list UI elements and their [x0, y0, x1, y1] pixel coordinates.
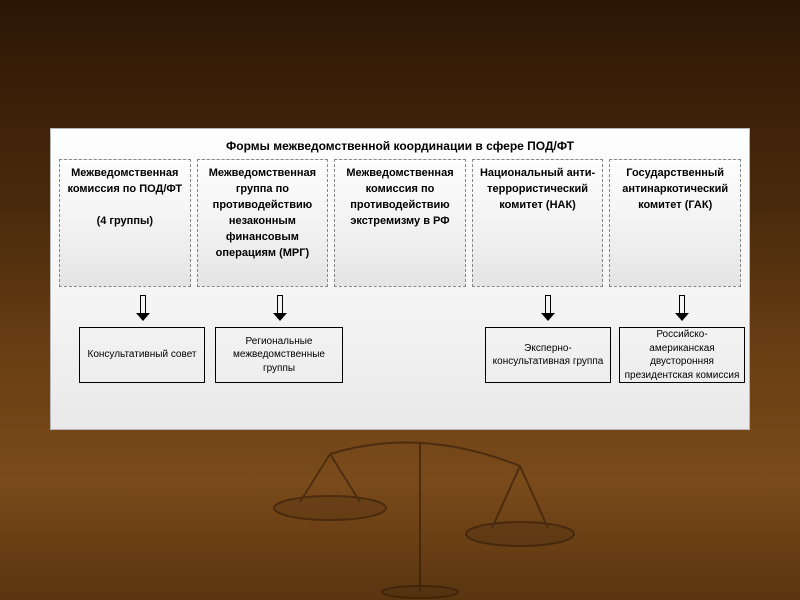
node-5: Государственный антинаркотический комите… [609, 159, 741, 287]
subnode-1: Консультативный совет [79, 327, 205, 383]
arrow-3 [541, 295, 555, 321]
arrow-4 [675, 295, 689, 321]
subnode-3: Эксперно-консультативная группа [485, 327, 611, 383]
node-3: Межведомственная комиссия по противодейс… [334, 159, 466, 287]
slide: Формы межведомственной координации в сфе… [0, 0, 800, 600]
diagram-panel: Формы межведомственной координации в сфе… [50, 128, 750, 430]
diagram-title: Формы межведомственной координации в сфе… [51, 139, 749, 153]
scales-icon [200, 432, 640, 600]
node-2: Межведомственная группа по противодейств… [197, 159, 329, 287]
arrow-1 [136, 295, 150, 321]
subnode-4: Российско-американская двусторонняя през… [619, 327, 745, 383]
arrow-2 [273, 295, 287, 321]
node-1: Межведомственная комиссия по ПОД/ФТ(4 гр… [59, 159, 191, 287]
top-row: Межведомственная комиссия по ПОД/ФТ(4 гр… [59, 159, 741, 287]
node-4: Национальный анти-террористический комит… [472, 159, 604, 287]
subnode-2: Региональные межведомственные группы [215, 327, 343, 383]
